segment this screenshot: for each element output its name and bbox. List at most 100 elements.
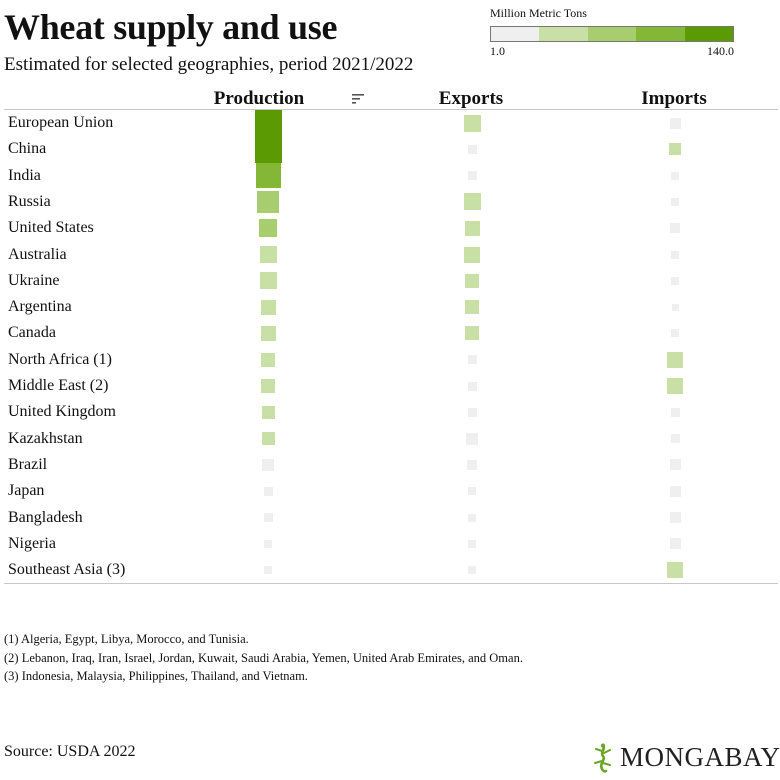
table-row: Canada bbox=[0, 320, 780, 346]
production-cell[interactable] bbox=[264, 566, 272, 575]
country-label: Southeast Asia (3) bbox=[8, 561, 126, 579]
table-row: Kazakhstan bbox=[0, 426, 780, 452]
table-row: Middle East (2) bbox=[0, 373, 780, 399]
production-cell[interactable] bbox=[261, 432, 275, 446]
column-header-production[interactable]: Production bbox=[213, 88, 305, 109]
chart-title: Wheat supply and use bbox=[4, 7, 338, 47]
imports-cell[interactable] bbox=[667, 562, 683, 579]
imports-cell[interactable] bbox=[670, 407, 680, 417]
exports-cell[interactable] bbox=[464, 246, 480, 263]
exports-cell[interactable] bbox=[466, 432, 478, 445]
color-legend: Million Metric Tons 1.0 140.0 bbox=[490, 6, 734, 59]
footnote-1: (1) Algeria, Egypt, Libya, Morocco, and … bbox=[4, 632, 249, 646]
country-label: Canada bbox=[8, 324, 56, 342]
production-cell[interactable] bbox=[263, 486, 273, 496]
table-row: Ukraine bbox=[0, 268, 780, 294]
production-cell[interactable] bbox=[262, 458, 274, 471]
imports-cell[interactable] bbox=[671, 171, 679, 180]
imports-cell[interactable] bbox=[669, 538, 681, 550]
legend-color-bar bbox=[490, 26, 734, 42]
table-row: Russia bbox=[0, 189, 780, 215]
table-row: Argentina bbox=[0, 294, 780, 320]
table-row: North Africa (1) bbox=[0, 347, 780, 373]
table-row: Brazil bbox=[0, 452, 780, 478]
exports-cell[interactable] bbox=[463, 114, 481, 132]
legend-swatch bbox=[636, 27, 685, 41]
country-label: North Africa (1) bbox=[8, 350, 112, 368]
production-cell[interactable] bbox=[260, 325, 276, 341]
production-cell[interactable] bbox=[261, 379, 275, 393]
exports-cell[interactable] bbox=[465, 273, 479, 288]
country-label: Argentina bbox=[8, 298, 72, 316]
country-label: Bangladesh bbox=[8, 508, 83, 526]
legend-swatch bbox=[539, 27, 588, 41]
imports-cell[interactable] bbox=[671, 303, 679, 311]
exports-cell[interactable] bbox=[463, 193, 481, 211]
exports-cell[interactable] bbox=[465, 326, 479, 341]
production-cell[interactable] bbox=[263, 513, 273, 522]
country-label: Nigeria bbox=[8, 534, 56, 552]
production-cell[interactable] bbox=[255, 163, 281, 189]
legend-min-label: 1.0 bbox=[490, 44, 505, 58]
legend-title: Million Metric Tons bbox=[490, 6, 587, 20]
production-cell[interactable] bbox=[254, 135, 282, 163]
legend-max-label: 140.0 bbox=[707, 44, 734, 58]
table-row: European Union bbox=[0, 109, 780, 137]
imports-cell[interactable] bbox=[669, 512, 681, 523]
exports-cell[interactable] bbox=[465, 300, 479, 315]
country-label: Kazakhstan bbox=[8, 429, 83, 447]
imports-cell[interactable] bbox=[669, 459, 681, 471]
footnote-3: (3) Indonesia, Malaysia, Philippines, Th… bbox=[4, 669, 308, 683]
table-row: Bangladesh bbox=[0, 505, 780, 531]
imports-cell[interactable] bbox=[671, 329, 679, 338]
production-cell[interactable] bbox=[261, 352, 275, 367]
legend-swatch bbox=[491, 27, 540, 41]
imports-cell[interactable] bbox=[670, 223, 680, 234]
table-row: China bbox=[0, 135, 780, 163]
production-cell[interactable] bbox=[260, 299, 276, 315]
exports-cell[interactable] bbox=[467, 171, 477, 181]
table-row: Japan bbox=[0, 478, 780, 504]
country-label: Russia bbox=[8, 192, 51, 210]
table-row: United Kingdom bbox=[0, 399, 780, 425]
exports-cell[interactable] bbox=[468, 513, 476, 522]
production-cell[interactable] bbox=[259, 219, 277, 238]
legend-labels: 1.0 140.0 bbox=[490, 44, 734, 59]
imports-cell[interactable] bbox=[667, 378, 683, 394]
imports-cell[interactable] bbox=[670, 434, 680, 444]
imports-cell[interactable] bbox=[667, 351, 683, 368]
table-row: Nigeria bbox=[0, 531, 780, 557]
sort-icon[interactable] bbox=[352, 93, 366, 105]
imports-cell[interactable] bbox=[671, 197, 679, 206]
country-label: Ukraine bbox=[8, 271, 60, 289]
exports-cell[interactable] bbox=[467, 407, 477, 417]
imports-cell[interactable] bbox=[671, 276, 679, 285]
exports-cell[interactable] bbox=[464, 220, 480, 236]
source-note: Source: USDA 2022 bbox=[4, 743, 136, 760]
table-row: Australia bbox=[0, 242, 780, 268]
exports-cell[interactable] bbox=[467, 355, 477, 365]
imports-cell[interactable] bbox=[669, 485, 681, 497]
production-cell[interactable] bbox=[264, 539, 272, 548]
country-label: United States bbox=[8, 219, 94, 237]
exports-cell[interactable] bbox=[468, 539, 476, 548]
country-label: Middle East (2) bbox=[8, 377, 109, 394]
mongabay-logo: MONGABAY bbox=[590, 742, 780, 773]
production-cell[interactable] bbox=[257, 190, 279, 213]
country-label: Brazil bbox=[8, 455, 48, 473]
country-label: China bbox=[8, 140, 47, 158]
column-header-imports[interactable]: Imports bbox=[641, 88, 707, 109]
imports-cell[interactable] bbox=[671, 250, 679, 259]
production-cell[interactable] bbox=[259, 272, 277, 290]
exports-cell[interactable] bbox=[468, 566, 476, 575]
production-cell[interactable] bbox=[261, 405, 275, 419]
exports-cell[interactable] bbox=[468, 487, 476, 496]
exports-cell[interactable] bbox=[467, 459, 477, 470]
imports-cell[interactable] bbox=[669, 117, 681, 129]
production-cell[interactable] bbox=[254, 109, 282, 137]
column-header-exports[interactable]: Exports bbox=[438, 88, 504, 109]
exports-cell[interactable] bbox=[467, 381, 477, 391]
production-cell[interactable] bbox=[259, 246, 277, 263]
imports-cell[interactable] bbox=[669, 143, 681, 156]
exports-cell[interactable] bbox=[467, 144, 477, 154]
